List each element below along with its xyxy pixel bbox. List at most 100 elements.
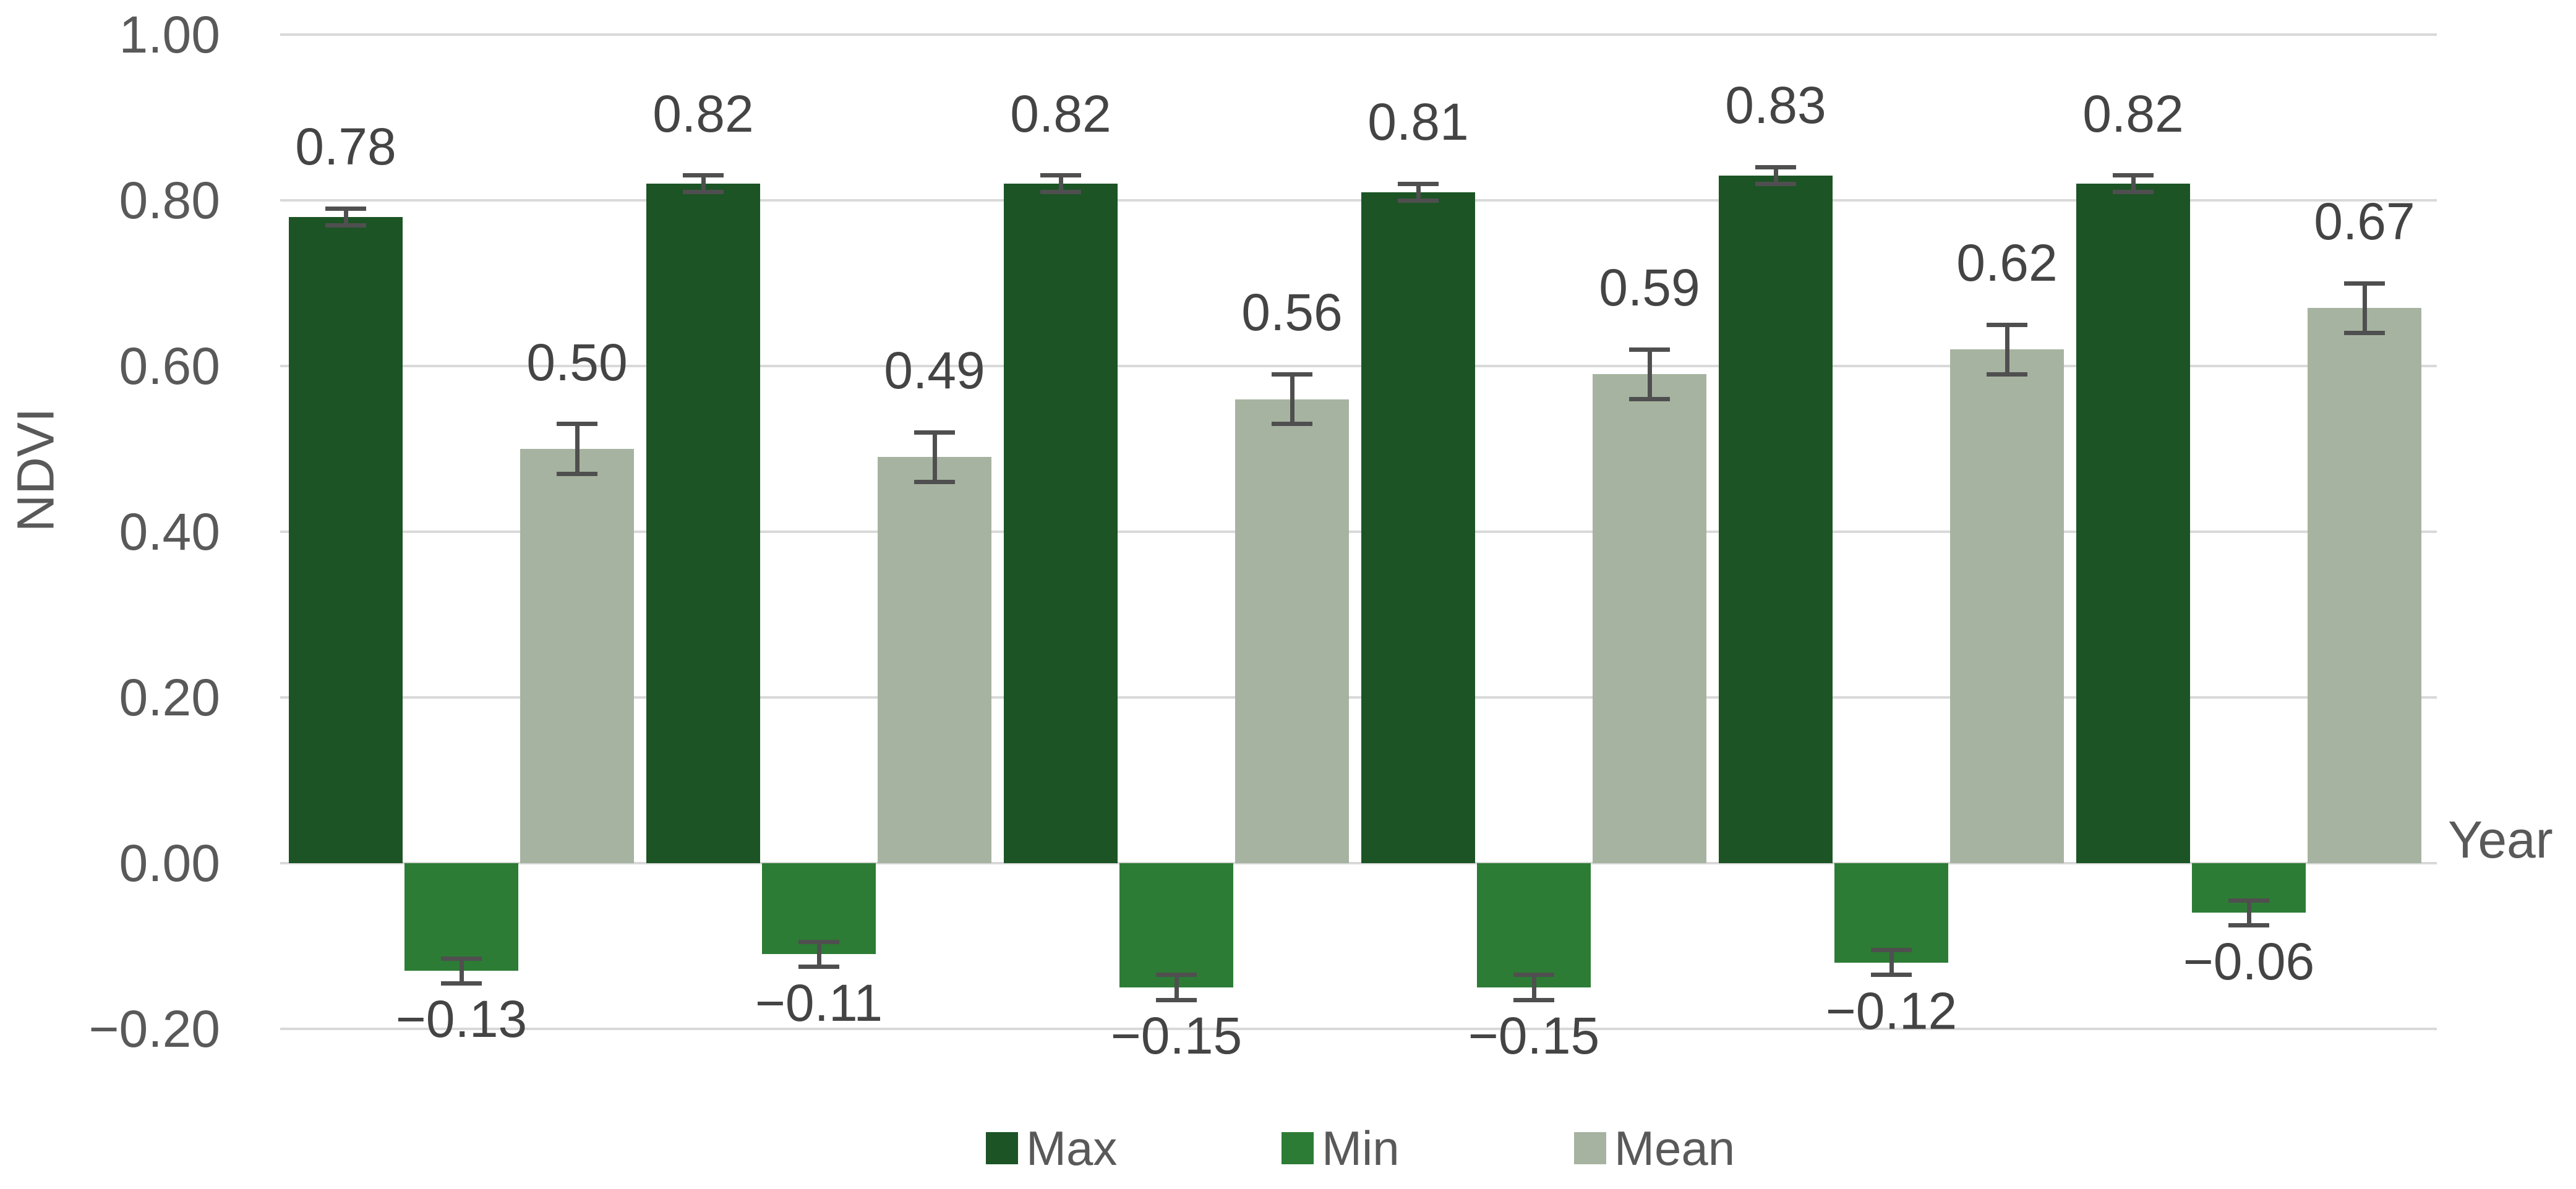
error-cap-top-max-6 bbox=[2113, 173, 2154, 178]
bar-max-1 bbox=[289, 216, 403, 863]
error-bar-min-2 bbox=[816, 942, 821, 967]
gridline-0.60 bbox=[280, 365, 2437, 367]
error-bar-mean-1 bbox=[575, 424, 580, 474]
error-cap-bottom-max-2 bbox=[683, 190, 724, 195]
legend-item-mean: Mean bbox=[1574, 1121, 1735, 1175]
gridline-0.80 bbox=[280, 199, 2437, 202]
data-label-mean-4: 0.59 bbox=[1599, 258, 1700, 317]
y-axis-title: NDVI bbox=[6, 407, 65, 532]
error-bar-mean-4 bbox=[1647, 349, 1652, 399]
error-cap-top-mean-6 bbox=[2344, 281, 2385, 286]
error-cap-top-min-2 bbox=[798, 939, 839, 944]
error-cap-top-min-4 bbox=[1513, 973, 1554, 978]
data-label-min-3: −0.15 bbox=[1110, 1007, 1243, 1065]
error-bar-max-6 bbox=[2131, 175, 2136, 192]
error-cap-top-max-3 bbox=[1040, 173, 1081, 178]
error-bar-mean-5 bbox=[2005, 325, 2009, 375]
error-bar-mean-3 bbox=[1290, 374, 1294, 424]
error-cap-bottom-min-4 bbox=[1513, 997, 1554, 1002]
error-cap-bottom-mean-4 bbox=[1629, 397, 1670, 402]
error-cap-top-max-4 bbox=[1398, 181, 1439, 186]
error-cap-top-min-3 bbox=[1156, 973, 1197, 978]
error-cap-bottom-max-1 bbox=[325, 223, 366, 228]
bar-max-4 bbox=[1361, 192, 1475, 863]
y-tick-label-0.00: 0.00 bbox=[119, 834, 221, 892]
gridline-−0.20 bbox=[280, 1028, 2437, 1030]
bar-max-3 bbox=[1004, 184, 1118, 863]
error-cap-top-max-5 bbox=[1755, 164, 1796, 169]
data-label-max-4: 0.81 bbox=[1367, 93, 1469, 151]
error-bar-max-1 bbox=[343, 208, 348, 226]
bar-max-5 bbox=[1719, 175, 1833, 863]
error-bar-min-5 bbox=[1889, 950, 1894, 975]
data-label-max-3: 0.82 bbox=[1010, 84, 1111, 143]
error-cap-bottom-mean-1 bbox=[557, 471, 597, 476]
bar-mean-6 bbox=[2308, 308, 2421, 863]
data-label-max-6: 0.82 bbox=[2082, 84, 2184, 143]
error-cap-top-mean-2 bbox=[914, 430, 955, 435]
y-tick-label-0.60: 0.60 bbox=[119, 337, 221, 395]
error-cap-top-mean-5 bbox=[1987, 322, 2027, 327]
legend-item-max: Max bbox=[986, 1121, 1117, 1175]
data-label-mean-2: 0.49 bbox=[884, 341, 985, 400]
error-cap-top-max-2 bbox=[683, 173, 724, 178]
legend-label-mean: Mean bbox=[1614, 1120, 1735, 1175]
legend-swatch-min bbox=[1282, 1132, 1314, 1164]
error-cap-top-min-5 bbox=[1871, 948, 1912, 953]
error-bar-mean-2 bbox=[932, 432, 937, 482]
bar-mean-4 bbox=[1593, 374, 1706, 863]
bar-min-1 bbox=[404, 863, 518, 971]
error-cap-bottom-mean-5 bbox=[1987, 372, 2027, 377]
error-cap-bottom-max-4 bbox=[1398, 198, 1439, 203]
error-cap-bottom-min-3 bbox=[1156, 997, 1197, 1002]
data-label-min-5: −0.12 bbox=[1825, 981, 1958, 1040]
data-label-min-4: −0.15 bbox=[1468, 1007, 1600, 1065]
data-label-max-2: 0.82 bbox=[653, 84, 754, 143]
bar-mean-3 bbox=[1235, 399, 1349, 863]
error-cap-bottom-max-6 bbox=[2113, 190, 2154, 195]
legend-swatch-mean bbox=[1574, 1132, 1606, 1164]
error-cap-top-mean-4 bbox=[1629, 347, 1670, 352]
bar-max-2 bbox=[646, 184, 760, 863]
error-cap-top-mean-1 bbox=[557, 422, 597, 427]
bar-min-5 bbox=[1834, 863, 1948, 963]
error-bar-max-5 bbox=[1773, 167, 1778, 184]
bar-mean-2 bbox=[878, 457, 991, 863]
error-bar-mean-6 bbox=[2362, 283, 2367, 333]
data-label-mean-1: 0.50 bbox=[526, 333, 628, 391]
error-cap-top-mean-3 bbox=[1272, 372, 1312, 377]
y-tick-label-0.20: 0.20 bbox=[119, 668, 221, 727]
error-cap-bottom-max-3 bbox=[1040, 190, 1081, 195]
error-cap-bottom-mean-3 bbox=[1272, 422, 1312, 427]
gridline-0.00 bbox=[280, 862, 2437, 864]
data-label-min-6: −0.06 bbox=[2183, 932, 2315, 991]
data-label-mean-3: 0.56 bbox=[1241, 283, 1343, 342]
data-label-max-1: 0.78 bbox=[295, 117, 396, 176]
bar-mean-5 bbox=[1950, 349, 2064, 863]
error-cap-bottom-max-5 bbox=[1755, 181, 1796, 186]
error-bar-max-4 bbox=[1416, 184, 1421, 200]
legend-swatch-max bbox=[986, 1132, 1018, 1164]
bar-min-2 bbox=[762, 863, 876, 955]
y-tick-label-1.00: 1.00 bbox=[119, 6, 221, 64]
error-cap-bottom-min-2 bbox=[798, 965, 839, 969]
bar-min-3 bbox=[1119, 863, 1233, 987]
error-bar-min-1 bbox=[459, 958, 464, 984]
y-tick-label-0.80: 0.80 bbox=[119, 171, 221, 229]
gridline-1.00 bbox=[280, 33, 2437, 36]
data-label-min-1: −0.13 bbox=[395, 990, 528, 1049]
gridline-0.20 bbox=[280, 696, 2437, 699]
data-label-max-5: 0.83 bbox=[1725, 76, 1826, 135]
error-bar-max-2 bbox=[701, 175, 706, 192]
y-tick-label-0.40: 0.40 bbox=[119, 503, 221, 561]
bar-max-6 bbox=[2076, 184, 2190, 863]
error-cap-bottom-min-6 bbox=[2228, 923, 2269, 927]
error-cap-bottom-min-1 bbox=[441, 981, 482, 986]
error-bar-min-4 bbox=[1531, 974, 1536, 1000]
legend-item-min: Min bbox=[1282, 1121, 1400, 1175]
error-cap-top-min-1 bbox=[441, 956, 482, 961]
data-label-mean-5: 0.62 bbox=[1956, 234, 2058, 292]
legend-label-min: Min bbox=[1322, 1120, 1400, 1175]
bar-mean-1 bbox=[520, 449, 634, 863]
